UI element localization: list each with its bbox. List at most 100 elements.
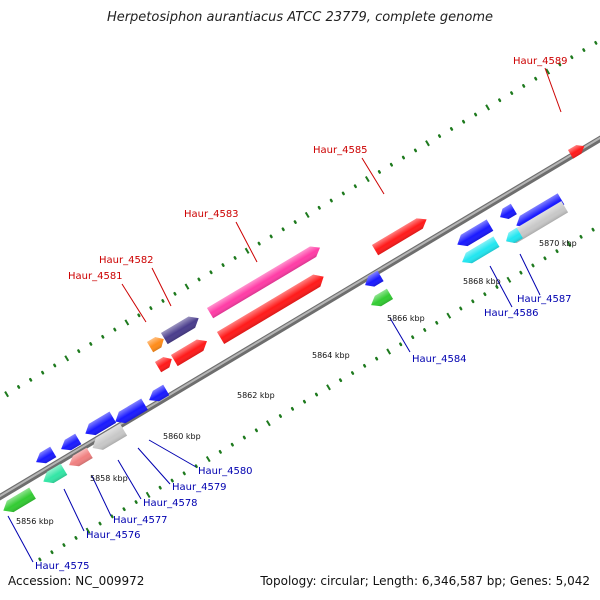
gene-arrow-shading (92, 423, 128, 450)
gene-feature-haur-4582[interactable] (161, 313, 202, 345)
scale-label-5862: 5862 kbp (237, 391, 275, 400)
gene-feature-haur-4584[interactable] (362, 270, 384, 291)
minor-tick (483, 292, 487, 297)
minor-tick (338, 378, 343, 383)
minor-tick (449, 127, 454, 131)
minor-tick (77, 349, 81, 354)
gene-arrow-shading (43, 463, 68, 484)
minor-tick (122, 507, 126, 512)
gene-label-haur-4577[interactable]: Haur_4577 (113, 515, 168, 526)
gene-feature-haur-4583[interactable] (207, 242, 323, 319)
minor-tick (194, 464, 198, 469)
minor-tick (543, 256, 547, 261)
gene-arrow-shading (506, 227, 523, 244)
gene-feature-haur-4587-b[interactable] (503, 201, 569, 247)
gene-feature-haur-4576[interactable] (40, 463, 68, 487)
gene-arrow-shading (149, 384, 170, 402)
gene-feature-haur-4586-c[interactable] (454, 219, 494, 251)
gene-arrow-shading (115, 398, 148, 424)
gene-label-haur-4585[interactable]: Haur_4585 (313, 145, 368, 156)
gene-feature-haur-4584-b[interactable] (368, 288, 394, 311)
gene-label-haur-4579[interactable]: Haur_4579 (172, 482, 227, 493)
gene-label-haur-4582[interactable]: Haur_4582 (99, 255, 154, 266)
gene-label-haur-4580[interactable]: Haur_4580 (198, 466, 253, 477)
major-tick (364, 175, 370, 183)
minor-tick (173, 291, 177, 296)
connector-haur-4576 (63, 488, 85, 532)
minor-tick (510, 91, 514, 95)
scale-label-5860: 5860 kbp (163, 432, 201, 441)
gene-feature-haur-4586[interactable] (497, 203, 517, 223)
major-tick (446, 312, 452, 319)
minor-tick (389, 162, 394, 167)
minor-tick (158, 485, 162, 490)
minor-tick (519, 270, 523, 275)
gene-feature-haur-4575-b[interactable] (0, 487, 36, 517)
scale-label-5870: 5870 kbp (539, 239, 577, 248)
gene-arrow-shading (568, 145, 585, 159)
major-tick (205, 455, 211, 463)
minor-tick (149, 306, 153, 311)
connector-haur-4581 (121, 283, 147, 323)
gene-feature-haur-4578-b[interactable] (82, 411, 117, 440)
gene-label-haur-4581[interactable]: Haur_4581 (68, 271, 123, 282)
major-tick (184, 283, 190, 290)
minor-tick (558, 62, 562, 67)
gene-feature-haur-4589[interactable] (568, 142, 587, 159)
minor-tick (314, 392, 319, 397)
connector-haur-4579 (137, 447, 171, 485)
gene-arrow-shading (516, 193, 565, 228)
gene-feature-haur-4585[interactable] (372, 214, 430, 256)
gene-feature-haur-4586-b[interactable] (503, 227, 523, 247)
minor-tick (375, 356, 379, 361)
gene-label-haur-4576[interactable]: Haur_4576 (86, 530, 141, 541)
minor-tick (411, 335, 415, 340)
gene-feature-haur-4578[interactable] (89, 423, 128, 454)
gene-label-haur-4575[interactable]: Haur_4575 (35, 561, 90, 572)
gene-feature-haur-4587[interactable] (513, 193, 565, 231)
gene-arrow-shading (155, 357, 172, 373)
gene-feature-haur-4579[interactable] (112, 398, 148, 428)
major-tick (266, 420, 271, 427)
gene-label-haur-4586[interactable]: Haur_4586 (484, 308, 539, 319)
minor-tick (579, 234, 583, 239)
gene-feature-haur-4575[interactable] (33, 446, 57, 468)
gene-feature-haur-4586-d[interactable] (459, 236, 500, 268)
minor-tick (594, 40, 598, 45)
gene-feature-haur-4577-b[interactable] (58, 433, 82, 455)
gene-label-haur-4584[interactable]: Haur_4584 (412, 354, 467, 365)
minor-tick (423, 328, 427, 332)
gene-arrow-shading (171, 339, 207, 367)
connector-haur-4577 (91, 475, 112, 517)
scale-ticks (4, 40, 598, 562)
map-title: Herpetosiphon aurantiacus ATCC 23779, co… (106, 10, 494, 25)
major-tick (566, 240, 572, 248)
minor-tick (242, 435, 246, 440)
minor-tick (218, 449, 222, 454)
gene-feature-haur-4577[interactable] (66, 447, 93, 471)
gene-arrow-shading (36, 446, 57, 464)
gene-feature-haur-4581-b[interactable] (155, 354, 175, 373)
minor-tick (495, 285, 499, 289)
gene-feature-haur-4580[interactable] (146, 384, 170, 406)
major-tick (485, 104, 491, 111)
gene-label-haur-4578[interactable]: Haur_4578 (143, 498, 198, 509)
minor-tick (461, 119, 466, 124)
gene-feature-haur-4582-b[interactable] (171, 336, 210, 367)
gene-arrow-shading (462, 236, 500, 264)
gene-label-haur-4583[interactable]: Haur_4583 (184, 209, 239, 220)
gene-feature-haur-4581[interactable] (147, 334, 167, 353)
gene-arrow-shading (3, 487, 36, 513)
connector-haur-4589 (544, 67, 562, 113)
gene-feature-haur-4583-b[interactable] (217, 271, 327, 345)
minor-tick (257, 241, 261, 246)
gene-label-haur-4587[interactable]: Haur_4587 (517, 294, 572, 305)
gene-label-haur-4589[interactable]: Haur_4589 (513, 56, 568, 67)
minor-tick (230, 442, 234, 447)
minor-tick (473, 112, 478, 117)
gene-arrow-shading (457, 219, 494, 247)
major-tick (386, 348, 392, 355)
major-tick (506, 276, 512, 283)
